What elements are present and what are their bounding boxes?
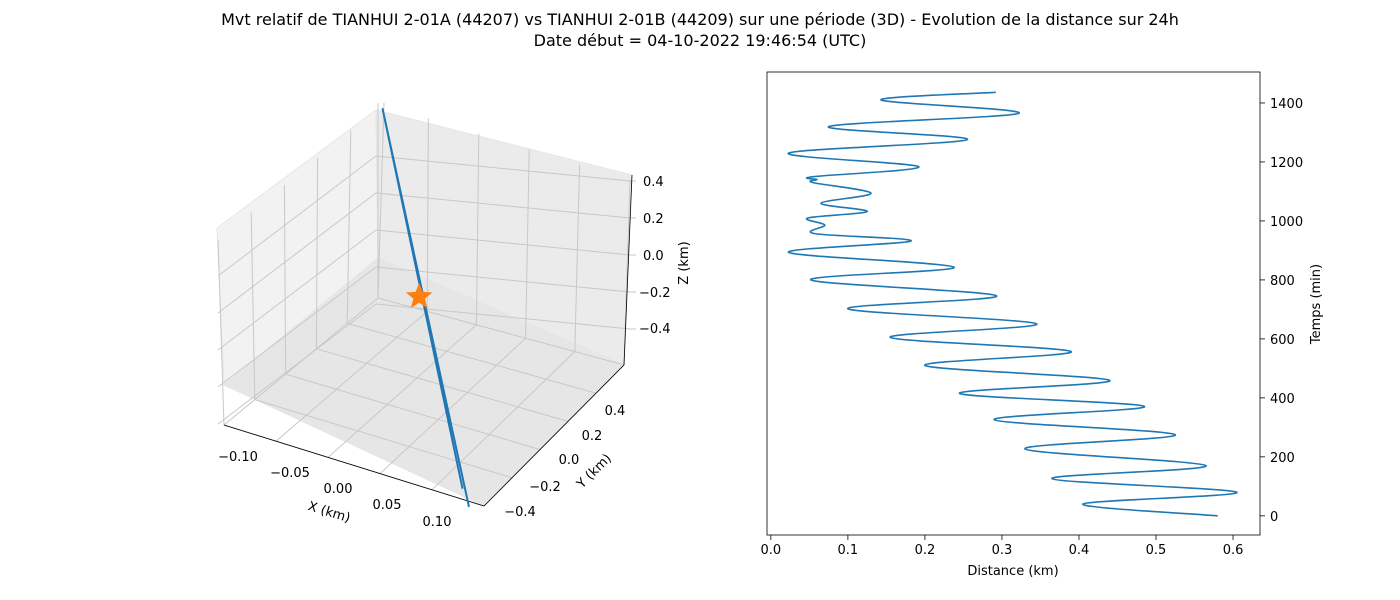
grid-line bbox=[379, 337, 526, 474]
y-tick-label-2d: 1000 bbox=[1270, 215, 1303, 230]
z-tick-label: −0.4 bbox=[639, 322, 671, 337]
grid-line bbox=[346, 130, 352, 324]
y-tick-label-2d: 0 bbox=[1270, 510, 1278, 525]
y-axis-line bbox=[483, 364, 625, 507]
z-tick-label: −0.2 bbox=[639, 286, 671, 301]
plot3d: −0.10 −0.05 0.00 0.05 0.10 −0.4 −0.2 0.0… bbox=[216, 102, 692, 530]
x-tick-label: 0.10 bbox=[423, 515, 452, 530]
plot2d-ticks: 0.0 0.1 0.2 0.3 0.4 0.5 0.6 0 200 400 600 800 1000 12… bbox=[761, 97, 1304, 558]
grid-line bbox=[283, 185, 287, 375]
x-tick-label-2d: 0.5 bbox=[1146, 543, 1167, 558]
z-axis-line bbox=[623, 174, 633, 366]
x-tick-label: 0.05 bbox=[373, 498, 402, 513]
grid-line bbox=[375, 303, 631, 330]
series-line bbox=[787, 91, 1238, 517]
grid-line bbox=[254, 399, 513, 479]
y-tick-label-2d: 800 bbox=[1270, 274, 1295, 289]
origin-star-marker bbox=[405, 282, 433, 309]
grid-line bbox=[275, 311, 428, 442]
grid-line bbox=[426, 118, 429, 312]
z-tick-label: 0.4 bbox=[643, 175, 664, 190]
y-tick-label: 0.2 bbox=[582, 429, 603, 444]
grid-line bbox=[431, 351, 576, 491]
grid-line bbox=[217, 192, 377, 314]
y-tick-label: −0.2 bbox=[529, 480, 561, 495]
grid-line bbox=[347, 322, 597, 394]
y-tick-label-2d: 1200 bbox=[1270, 156, 1303, 171]
x-axis-label: X (km) bbox=[306, 499, 352, 526]
grid-line bbox=[217, 266, 377, 388]
chart-title-line1: Mvt relatif de TIANHUI 2-01A (44207) vs … bbox=[221, 10, 1179, 29]
plot2d-frame bbox=[766, 71, 1261, 536]
grid-line bbox=[574, 164, 581, 352]
grid-line bbox=[217, 303, 377, 425]
grid-line bbox=[377, 102, 385, 299]
grid-line bbox=[375, 155, 631, 182]
grid-line bbox=[217, 239, 225, 426]
x-tick-label-2d: 0.1 bbox=[838, 543, 859, 558]
x-tick-label-2d: 0.0 bbox=[761, 543, 782, 558]
x-tick-label-2d: 0.6 bbox=[1223, 543, 1244, 558]
grid-line bbox=[217, 155, 377, 277]
x-tick-label-2d: 0.4 bbox=[1069, 543, 1090, 558]
grid-line bbox=[217, 229, 377, 351]
plot2d-data bbox=[787, 91, 1238, 517]
z-tick-label: 0.2 bbox=[643, 212, 664, 227]
y-tick-label: 0.0 bbox=[559, 453, 580, 468]
grid-line bbox=[525, 149, 530, 339]
grid-line bbox=[285, 373, 541, 451]
y-axis-label: Y (km) bbox=[574, 451, 615, 492]
x-tick-label: 0.00 bbox=[324, 482, 353, 497]
grid-line bbox=[327, 324, 477, 458]
y-tick-label: 0.4 bbox=[605, 404, 626, 419]
x-tick-label-2d: 0.2 bbox=[915, 543, 936, 558]
grid-line bbox=[250, 212, 256, 400]
grid-line bbox=[375, 229, 631, 256]
y-axis-label-2d: Temps (min) bbox=[1309, 264, 1324, 345]
x-axis-line bbox=[223, 424, 485, 507]
x-tick-label: −0.05 bbox=[270, 466, 310, 481]
y-tick-label-2d: 200 bbox=[1270, 451, 1295, 466]
x-axis-label-2d: Distance (km) bbox=[967, 564, 1058, 579]
grid-line bbox=[377, 297, 625, 366]
y-tick-label-2d: 600 bbox=[1270, 333, 1295, 348]
y-tick-label-2d: 400 bbox=[1270, 392, 1295, 407]
chart-title-line2: Date début = 04-10-2022 19:46:54 (UTC) bbox=[533, 31, 867, 50]
y-tick-label-2d: 1400 bbox=[1270, 97, 1303, 112]
x-tick-label-2d: 0.3 bbox=[992, 543, 1013, 558]
z-tick-label: 0.0 bbox=[643, 249, 664, 264]
y-tick-label: −0.4 bbox=[504, 505, 536, 520]
plot2d: 0.0 0.1 0.2 0.3 0.4 0.5 0.6 0 200 400 600 800 1000 12… bbox=[761, 71, 1324, 579]
grid-line bbox=[375, 192, 631, 219]
z-axis-label: Z (km) bbox=[677, 241, 692, 284]
x-tick-label: −0.10 bbox=[218, 450, 258, 465]
grid-line bbox=[315, 157, 319, 349]
